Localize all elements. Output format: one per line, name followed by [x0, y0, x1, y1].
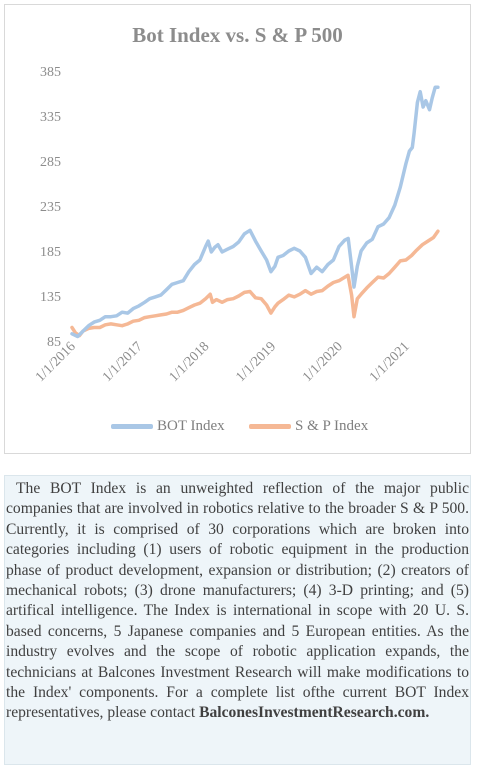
series-line-sp-index: [70, 229, 440, 338]
legend-swatch-sp: [249, 424, 291, 429]
description-paragraph: The BOT Index is an unweighted reflectio…: [6, 480, 469, 722]
legend-label-bot: BOT Index: [157, 418, 225, 434]
y-tick-label: 135: [40, 290, 61, 305]
legend-label-sp: S & P Index: [295, 418, 369, 434]
description-text: The BOT Index is an unweighted reflectio…: [6, 479, 469, 724]
x-tick-label: 1/1/2020: [300, 339, 346, 385]
y-axis-ticks: 85 135 185 235 285 335 385: [40, 65, 61, 350]
description-box: The BOT Index is an unweighted reflectio…: [4, 475, 471, 765]
legend-item-sp: S & P Index: [249, 418, 368, 435]
chart-title: Bot Index vs. S & P 500: [132, 23, 343, 47]
x-tick-label: 1/1/2019: [233, 339, 279, 385]
legend-item-bot: BOT Index: [111, 418, 225, 435]
y-tick-label: 385: [40, 65, 61, 80]
y-tick-label: 335: [40, 110, 61, 125]
website-link[interactable]: BalconesInvestmentResearch.com.: [199, 704, 430, 722]
x-tick-label: 1/1/2018: [167, 339, 213, 385]
y-tick-label: 285: [40, 155, 61, 170]
y-tick-label: 85: [47, 335, 61, 350]
x-tick-label: 1/1/2021: [367, 339, 413, 385]
legend-swatch-bot: [111, 424, 153, 429]
x-tick-label: 1/1/2017: [100, 339, 146, 385]
series-line-bot-index: [70, 85, 440, 339]
chart-legend: BOT Index S & P Index: [5, 418, 470, 442]
y-tick-label: 185: [40, 245, 61, 260]
chart-card: Bot Index vs. S & P 500 85 135 185 235 285 33…: [4, 4, 471, 454]
series-lines: [70, 85, 440, 339]
x-axis-ticks: 1/1/2016 1/1/2017 1/1/2018 1/1/2019 1/1/2020…: [33, 339, 413, 385]
y-tick-label: 235: [40, 200, 61, 215]
